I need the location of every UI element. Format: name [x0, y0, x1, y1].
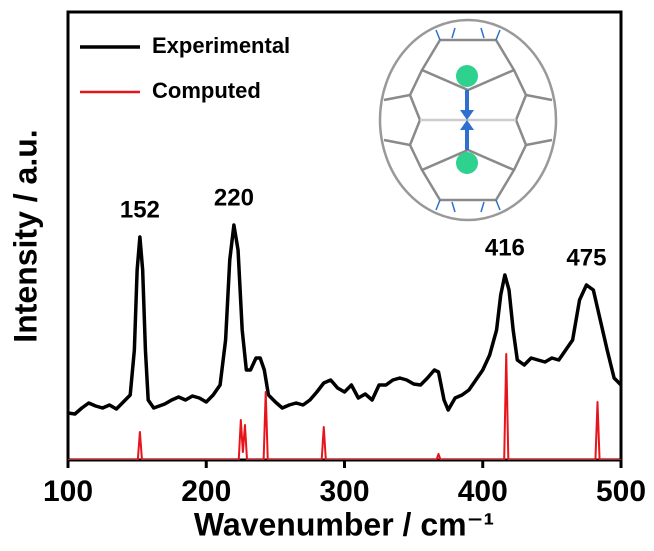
legend-label: Experimental	[152, 33, 290, 58]
x-axis-label: Wavenumber / cm⁻¹	[194, 506, 494, 542]
peak-label: 475	[566, 244, 606, 271]
x-tick-label: 100	[43, 475, 93, 508]
x-tick-label: 200	[181, 475, 231, 508]
peak-label: 220	[214, 184, 254, 211]
series-line	[68, 223, 621, 416]
peak-label: 152	[120, 196, 160, 223]
plot-lines	[68, 223, 621, 460]
legend-label: Computed	[152, 78, 261, 103]
peak-label: 416	[485, 234, 525, 261]
x-tick-label: 500	[596, 475, 646, 508]
y-axis-label: Intensity / a.u.	[7, 129, 43, 342]
x-tick-label: 400	[458, 475, 508, 508]
x-tick-label: 300	[319, 475, 369, 508]
inset-molecule	[378, 18, 558, 222]
